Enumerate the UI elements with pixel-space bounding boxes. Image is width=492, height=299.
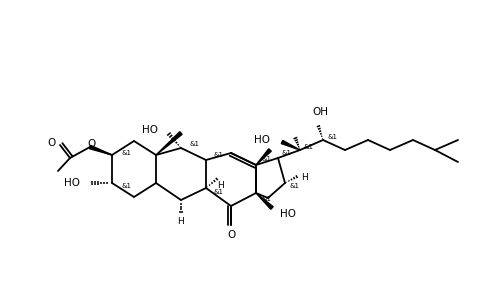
Polygon shape	[256, 193, 273, 209]
Polygon shape	[156, 132, 182, 155]
Polygon shape	[281, 141, 300, 150]
Text: &1: &1	[282, 150, 292, 156]
Text: O: O	[88, 139, 96, 149]
Text: &1: &1	[214, 152, 224, 158]
Text: &1: &1	[304, 144, 314, 150]
Text: HO: HO	[280, 209, 296, 219]
Text: &1: &1	[262, 196, 272, 202]
Text: H: H	[178, 216, 184, 225]
Text: &1: &1	[122, 150, 132, 156]
Text: &1: &1	[122, 183, 132, 189]
Text: O: O	[48, 138, 56, 148]
Text: &1: &1	[189, 141, 199, 147]
Text: OH: OH	[312, 107, 328, 117]
Polygon shape	[90, 145, 112, 155]
Text: &1: &1	[327, 134, 337, 140]
Text: HO: HO	[142, 125, 158, 135]
Polygon shape	[256, 149, 271, 165]
Text: &1: &1	[262, 156, 272, 162]
Text: HO: HO	[254, 135, 270, 145]
Text: H: H	[216, 181, 223, 190]
Text: O: O	[227, 230, 235, 240]
Text: HO: HO	[64, 178, 80, 188]
Text: H: H	[301, 173, 308, 182]
Text: &1: &1	[290, 183, 300, 189]
Text: &1: &1	[214, 189, 224, 195]
